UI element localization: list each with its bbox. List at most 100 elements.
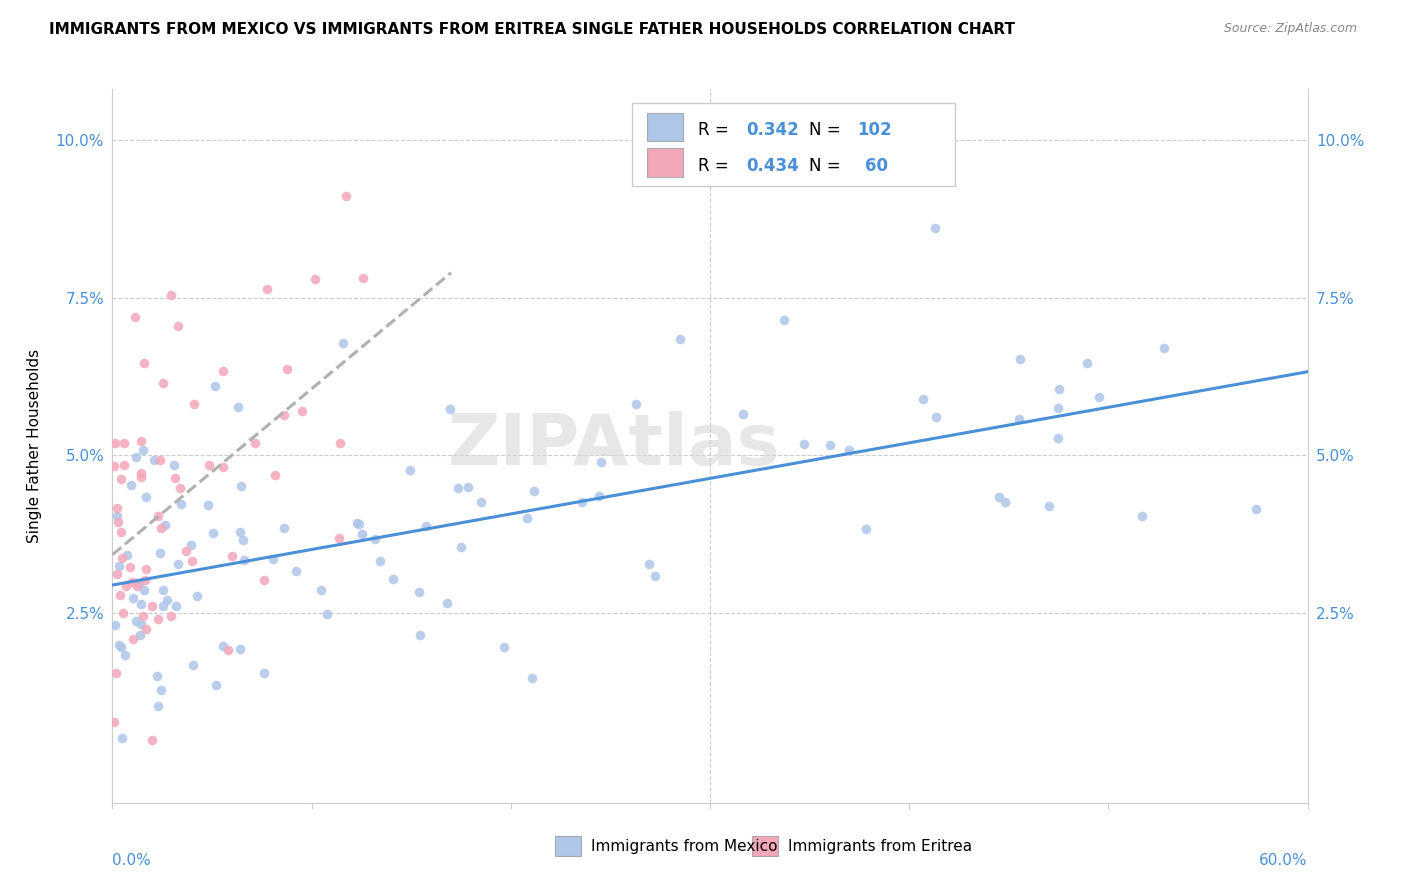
Point xyxy=(183,657,205,672)
Point xyxy=(253,665,276,680)
Point xyxy=(148,508,170,523)
Text: 0.434: 0.434 xyxy=(747,157,799,175)
Point xyxy=(644,569,666,583)
Point xyxy=(149,546,172,560)
Point xyxy=(135,562,157,576)
Point xyxy=(855,522,877,536)
Point xyxy=(522,483,544,498)
Point xyxy=(838,442,860,457)
Point xyxy=(160,287,183,301)
Point xyxy=(202,525,225,540)
Text: N =: N = xyxy=(810,121,846,139)
Point xyxy=(141,732,163,747)
Point xyxy=(103,714,125,729)
Text: ZIPAtlas: ZIPAtlas xyxy=(449,411,780,481)
Point xyxy=(205,678,228,692)
Point xyxy=(364,532,387,546)
Point xyxy=(112,458,135,472)
Point xyxy=(198,458,221,472)
Point xyxy=(120,478,142,492)
Point xyxy=(104,617,127,632)
Point xyxy=(211,460,233,475)
Point xyxy=(492,640,515,654)
Point xyxy=(152,599,174,613)
Point xyxy=(229,479,252,493)
Point xyxy=(149,521,172,535)
Point xyxy=(135,623,157,637)
Point xyxy=(105,566,128,581)
Point xyxy=(167,557,190,571)
Point xyxy=(368,554,391,568)
Point xyxy=(924,410,946,425)
Point xyxy=(316,607,339,621)
Point xyxy=(149,683,172,698)
Point xyxy=(186,590,208,604)
Point xyxy=(253,573,276,587)
Text: 60.0%: 60.0% xyxy=(1260,854,1308,868)
Point xyxy=(262,552,284,566)
Point xyxy=(129,597,152,611)
Point xyxy=(450,540,472,554)
Point xyxy=(256,282,278,296)
Text: 102: 102 xyxy=(858,121,891,139)
Point xyxy=(988,490,1011,504)
Text: R =: R = xyxy=(699,121,734,139)
Point xyxy=(263,468,285,483)
Point xyxy=(128,576,150,591)
Point xyxy=(233,553,256,567)
Point xyxy=(105,666,128,681)
Text: R =: R = xyxy=(699,157,734,175)
Point xyxy=(110,587,132,601)
FancyBboxPatch shape xyxy=(554,837,581,856)
Point xyxy=(180,538,202,552)
Point xyxy=(174,544,197,558)
Point xyxy=(134,356,156,370)
Point xyxy=(163,458,186,472)
Point xyxy=(470,495,492,509)
Point xyxy=(589,455,612,469)
Point xyxy=(571,495,593,509)
Point xyxy=(211,363,233,377)
Point xyxy=(1008,412,1031,426)
Text: Immigrants from Eritrea: Immigrants from Eritrea xyxy=(787,838,972,854)
Point xyxy=(143,453,166,467)
Point xyxy=(125,614,148,628)
Point xyxy=(457,479,479,493)
Point xyxy=(217,643,239,657)
Point xyxy=(129,466,152,480)
FancyBboxPatch shape xyxy=(647,148,682,177)
Point xyxy=(105,509,128,524)
Point xyxy=(1087,390,1109,404)
Point xyxy=(243,436,266,450)
Point xyxy=(122,591,145,605)
Point xyxy=(911,392,934,407)
Text: N =: N = xyxy=(810,157,846,175)
Point xyxy=(924,221,946,235)
Point xyxy=(820,438,842,452)
Point xyxy=(588,489,610,503)
Point xyxy=(108,638,131,652)
Point xyxy=(153,518,176,533)
Point xyxy=(226,400,249,414)
Point xyxy=(276,362,298,376)
FancyBboxPatch shape xyxy=(633,103,955,186)
Point xyxy=(304,272,326,286)
Point xyxy=(110,525,132,540)
Point xyxy=(125,450,148,464)
Point xyxy=(1038,500,1060,514)
Point xyxy=(148,699,170,714)
Point xyxy=(131,434,153,449)
Point xyxy=(108,559,131,574)
Point xyxy=(115,548,138,562)
Point xyxy=(522,672,544,686)
Point xyxy=(328,531,350,545)
Point xyxy=(129,469,152,483)
Point xyxy=(110,640,132,654)
Point xyxy=(105,501,128,516)
Point xyxy=(1008,351,1031,366)
Point xyxy=(170,497,193,511)
Point xyxy=(135,490,157,504)
FancyBboxPatch shape xyxy=(752,837,778,856)
Point xyxy=(110,472,132,486)
Point xyxy=(352,271,374,285)
